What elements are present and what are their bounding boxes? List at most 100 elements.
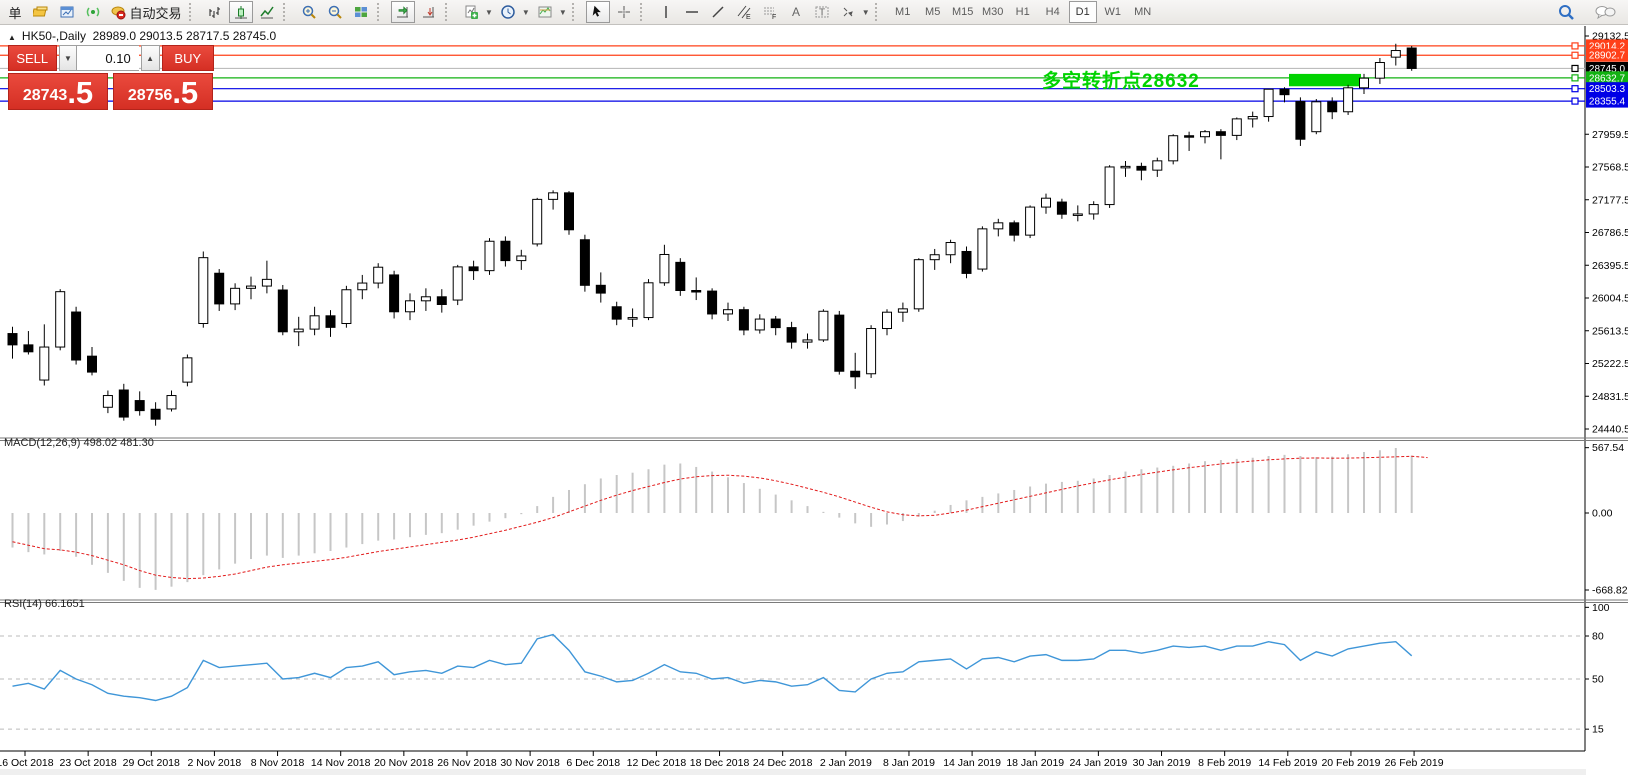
ohlc-bars-icon	[209, 7, 220, 18]
svg-text:24 Dec 2018: 24 Dec 2018	[753, 757, 813, 769]
trendline-icon	[712, 6, 724, 18]
zoom-out-button[interactable]	[323, 1, 347, 23]
fibonacci-tool[interactable]: F	[758, 1, 782, 23]
svg-text:15: 15	[1592, 724, 1604, 736]
template-icon	[538, 6, 552, 18]
timeframe-M30[interactable]: M30	[981, 6, 1004, 18]
svg-text:100: 100	[1592, 602, 1610, 614]
arrows-dropdown-arrow[interactable]: ▼	[861, 7, 870, 17]
trendline-tool[interactable]	[706, 1, 730, 23]
svg-text:30 Jan 2019: 30 Jan 2019	[1133, 757, 1191, 769]
arrows-tool[interactable]	[836, 1, 860, 23]
timeframe-H4[interactable]: H4	[1045, 6, 1060, 18]
candlestick-chart-button[interactable]	[229, 1, 253, 23]
one-click-trading-panel: SELL ▼ 0.10 ▲ BUY 28743 .5 28756 .5	[8, 45, 214, 110]
new-order-button[interactable]: 单	[8, 5, 22, 21]
timeframe-D1[interactable]: D1	[1068, 1, 1097, 23]
highlight-rectangle[interactable]	[1289, 73, 1361, 87]
svg-text:26786.5: 26786.5	[1592, 227, 1628, 239]
timeframe-group: M1 M5 M15 M30 H1 H4 D1 W1 MN	[888, 1, 1158, 23]
toolbar-grip	[377, 3, 386, 21]
line-chart-button[interactable]	[255, 1, 279, 23]
svg-text:28355.4: 28355.4	[1589, 97, 1626, 108]
autotrade-button[interactable]: 自动交易	[107, 1, 185, 23]
timeframe-M5[interactable]: M5	[925, 6, 941, 18]
indicators-button[interactable]	[459, 1, 483, 23]
svg-text:30 Nov 2018: 30 Nov 2018	[500, 757, 560, 769]
buy-price-button[interactable]: 28756 .5	[113, 73, 213, 110]
svg-text:29 Oct 2018: 29 Oct 2018	[123, 757, 180, 769]
autoscroll-icon	[397, 6, 408, 18]
cursor-icon	[592, 5, 601, 17]
panel-collapse-icon[interactable]: ▲	[8, 33, 16, 42]
svg-text:80: 80	[1592, 631, 1604, 643]
symbol-period-label: HK50-,Daily	[21, 29, 86, 43]
svg-text:27959.5: 27959.5	[1592, 129, 1628, 141]
volume-decrease-button[interactable]: ▼	[58, 45, 78, 71]
rsi-indicator-label: RSI(14) 66.1651	[4, 598, 85, 610]
timeframe-M1[interactable]: M1	[895, 6, 911, 18]
sell-button[interactable]: SELL	[8, 45, 57, 71]
svg-text:24 Jan 2019: 24 Jan 2019	[1069, 757, 1127, 769]
svg-text:23 Oct 2018: 23 Oct 2018	[60, 757, 117, 769]
svg-text:14 Nov 2018: 14 Nov 2018	[311, 757, 371, 769]
periods-button[interactable]	[496, 1, 520, 23]
timeframe-H1[interactable]: H1	[1015, 6, 1030, 18]
text-label-tool[interactable]: T	[810, 1, 834, 23]
zoom-out-icon	[328, 5, 342, 19]
svg-text:26 Nov 2018: 26 Nov 2018	[437, 757, 497, 769]
timeframe-M15[interactable]: M15	[951, 6, 974, 18]
toolbar-grip	[283, 3, 292, 21]
chat-button[interactable]	[1593, 1, 1617, 23]
text-label-icon: T	[815, 6, 829, 19]
svg-text:8 Jan 2019: 8 Jan 2019	[883, 757, 935, 769]
search-button[interactable]	[1554, 1, 1578, 23]
text-A-icon: A	[792, 5, 800, 19]
horizontal-line-tool[interactable]	[680, 1, 704, 23]
text-tool[interactable]: A	[784, 1, 808, 23]
svg-text:F: F	[772, 14, 776, 20]
volume-input[interactable]: 0.10	[77, 45, 139, 71]
svg-text:25613.5: 25613.5	[1592, 325, 1628, 337]
channel-icon: E	[737, 5, 751, 20]
buy-button[interactable]: BUY	[161, 45, 214, 71]
toolbar: 单 自动交易	[0, 0, 1628, 25]
volume-increase-button[interactable]: ▲	[140, 45, 160, 71]
periods-dropdown-arrow[interactable]: ▼	[521, 7, 530, 17]
indicators-icon	[465, 5, 478, 19]
crosshair-button[interactable]	[612, 1, 636, 23]
svg-text:2 Jan 2019: 2 Jan 2019	[820, 757, 872, 769]
timeframe-MN[interactable]: MN	[1134, 6, 1152, 18]
chart-canvas[interactable]: 29132.527959.527568.527177.526786.526395…	[0, 25, 1628, 775]
market-watch-icon[interactable]	[29, 1, 53, 23]
fibonacci-icon: F	[763, 7, 776, 20]
timeframe-W1[interactable]: W1	[1104, 6, 1121, 18]
toolbar-grip	[445, 3, 454, 21]
ohlc-values: 28989.0 29013.5 28717.5 28745.0	[92, 29, 277, 43]
vertical-line-tool[interactable]	[654, 1, 678, 23]
svg-text:16 Oct 2018: 16 Oct 2018	[0, 757, 54, 769]
autoscroll-button[interactable]	[391, 1, 415, 23]
chart-area[interactable]: 29132.5 27959.5 27568.5 27177.5 26786.5 26395…	[0, 25, 1628, 775]
chart-window-icon[interactable]	[55, 1, 79, 23]
pivot-annotation-text[interactable]: 多空转折点28632	[1042, 71, 1200, 92]
zoom-in-button[interactable]	[297, 1, 321, 23]
svg-text:2 Nov 2018: 2 Nov 2018	[188, 757, 242, 769]
svg-text:28745.0: 28745.0	[1589, 64, 1626, 75]
chart-shift-button[interactable]	[417, 1, 441, 23]
signal-icon[interactable]	[81, 1, 105, 23]
sell-price-button[interactable]: 28743 .5	[8, 73, 108, 110]
svg-text:20 Feb 2019: 20 Feb 2019	[1321, 757, 1380, 769]
templates-button[interactable]	[533, 1, 557, 23]
equidistant-channel-tool[interactable]: E	[732, 1, 756, 23]
svg-text:27568.5: 27568.5	[1592, 162, 1628, 174]
bar-chart-button[interactable]	[203, 1, 227, 23]
cursor-button[interactable]	[585, 1, 610, 23]
svg-text:26395.5: 26395.5	[1592, 260, 1628, 272]
indicators-dropdown-arrow[interactable]: ▼	[485, 7, 493, 17]
svg-text:50: 50	[1592, 674, 1604, 686]
templates-dropdown-arrow[interactable]: ▼	[558, 7, 567, 17]
yellow-book-icon	[33, 6, 48, 17]
tile-windows-button[interactable]	[349, 1, 373, 23]
buy-price-frac: .5	[172, 75, 199, 110]
